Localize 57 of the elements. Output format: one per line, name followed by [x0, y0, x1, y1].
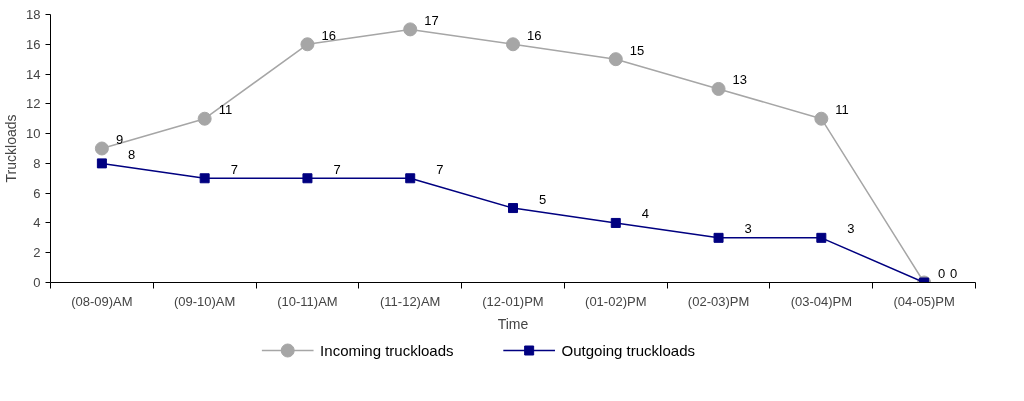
data-label: 9 [115, 132, 124, 147]
point [711, 81, 726, 96]
y-tick-label: 14 [26, 66, 41, 82]
data-label: 0 [938, 266, 946, 281]
point [608, 52, 623, 67]
x-tick-label: (03-04)PM [790, 293, 853, 309]
data-label: 11 [218, 102, 233, 118]
data-label: 7 [436, 161, 444, 177]
x-tick-label: (04-05)PM [893, 293, 955, 309]
y-tick-label: 8 [33, 155, 41, 171]
y-axis-title: Truckloads [3, 114, 20, 183]
point [405, 173, 416, 184]
point [199, 173, 210, 184]
data-label: 16 [527, 27, 542, 43]
data-label: 13 [732, 72, 748, 88]
x-tick-label: (12-01)PM [482, 293, 544, 309]
point [403, 22, 418, 37]
y-tick-label: 2 [33, 245, 41, 261]
y-tick-label: 0 [33, 275, 41, 290]
point [94, 141, 109, 156]
point [713, 232, 724, 243]
x-axis-title: Time [497, 315, 529, 332]
data-label: 3 [847, 221, 855, 237]
point [610, 217, 621, 228]
point [197, 111, 212, 126]
x-tick-label: (09-10)AM [173, 293, 236, 309]
point [814, 111, 829, 126]
data-label: 11 [835, 102, 849, 118]
data-label: 15 [629, 42, 645, 58]
data-label: 0 [950, 266, 958, 281]
legend-label: Incoming truckloads [320, 342, 454, 359]
data-label: 17 [424, 12, 439, 28]
y-tick-label: 10 [26, 126, 41, 142]
point [506, 37, 520, 52]
x-tick-label: (11-12)AM [380, 293, 441, 309]
data-label: 8 [127, 146, 136, 162]
legend-label: Outgoing truckloads [561, 342, 695, 359]
x-tick-label: (01-02)PM [585, 293, 647, 309]
point [302, 173, 313, 184]
point [816, 232, 827, 243]
y-tick-label: 16 [26, 36, 41, 52]
point [96, 158, 107, 169]
x-tick-label: (02-03)PM [687, 293, 750, 309]
data-label: 4 [641, 206, 650, 222]
point [300, 37, 315, 52]
point [508, 203, 518, 214]
x-tick-label: (08-09)AM [71, 293, 133, 309]
y-tick-label: 12 [26, 96, 41, 112]
data-label: 16 [321, 27, 336, 43]
data-label: 5 [539, 191, 547, 207]
y-tick-label: 18 [26, 7, 41, 22]
y-tick-label: 6 [33, 185, 41, 201]
data-label: 7 [333, 161, 341, 177]
y-tick-label: 4 [33, 215, 41, 231]
data-label: 3 [744, 221, 752, 237]
x-tick-label: (10-11)AM [277, 293, 338, 309]
data-label: 7 [230, 161, 238, 177]
